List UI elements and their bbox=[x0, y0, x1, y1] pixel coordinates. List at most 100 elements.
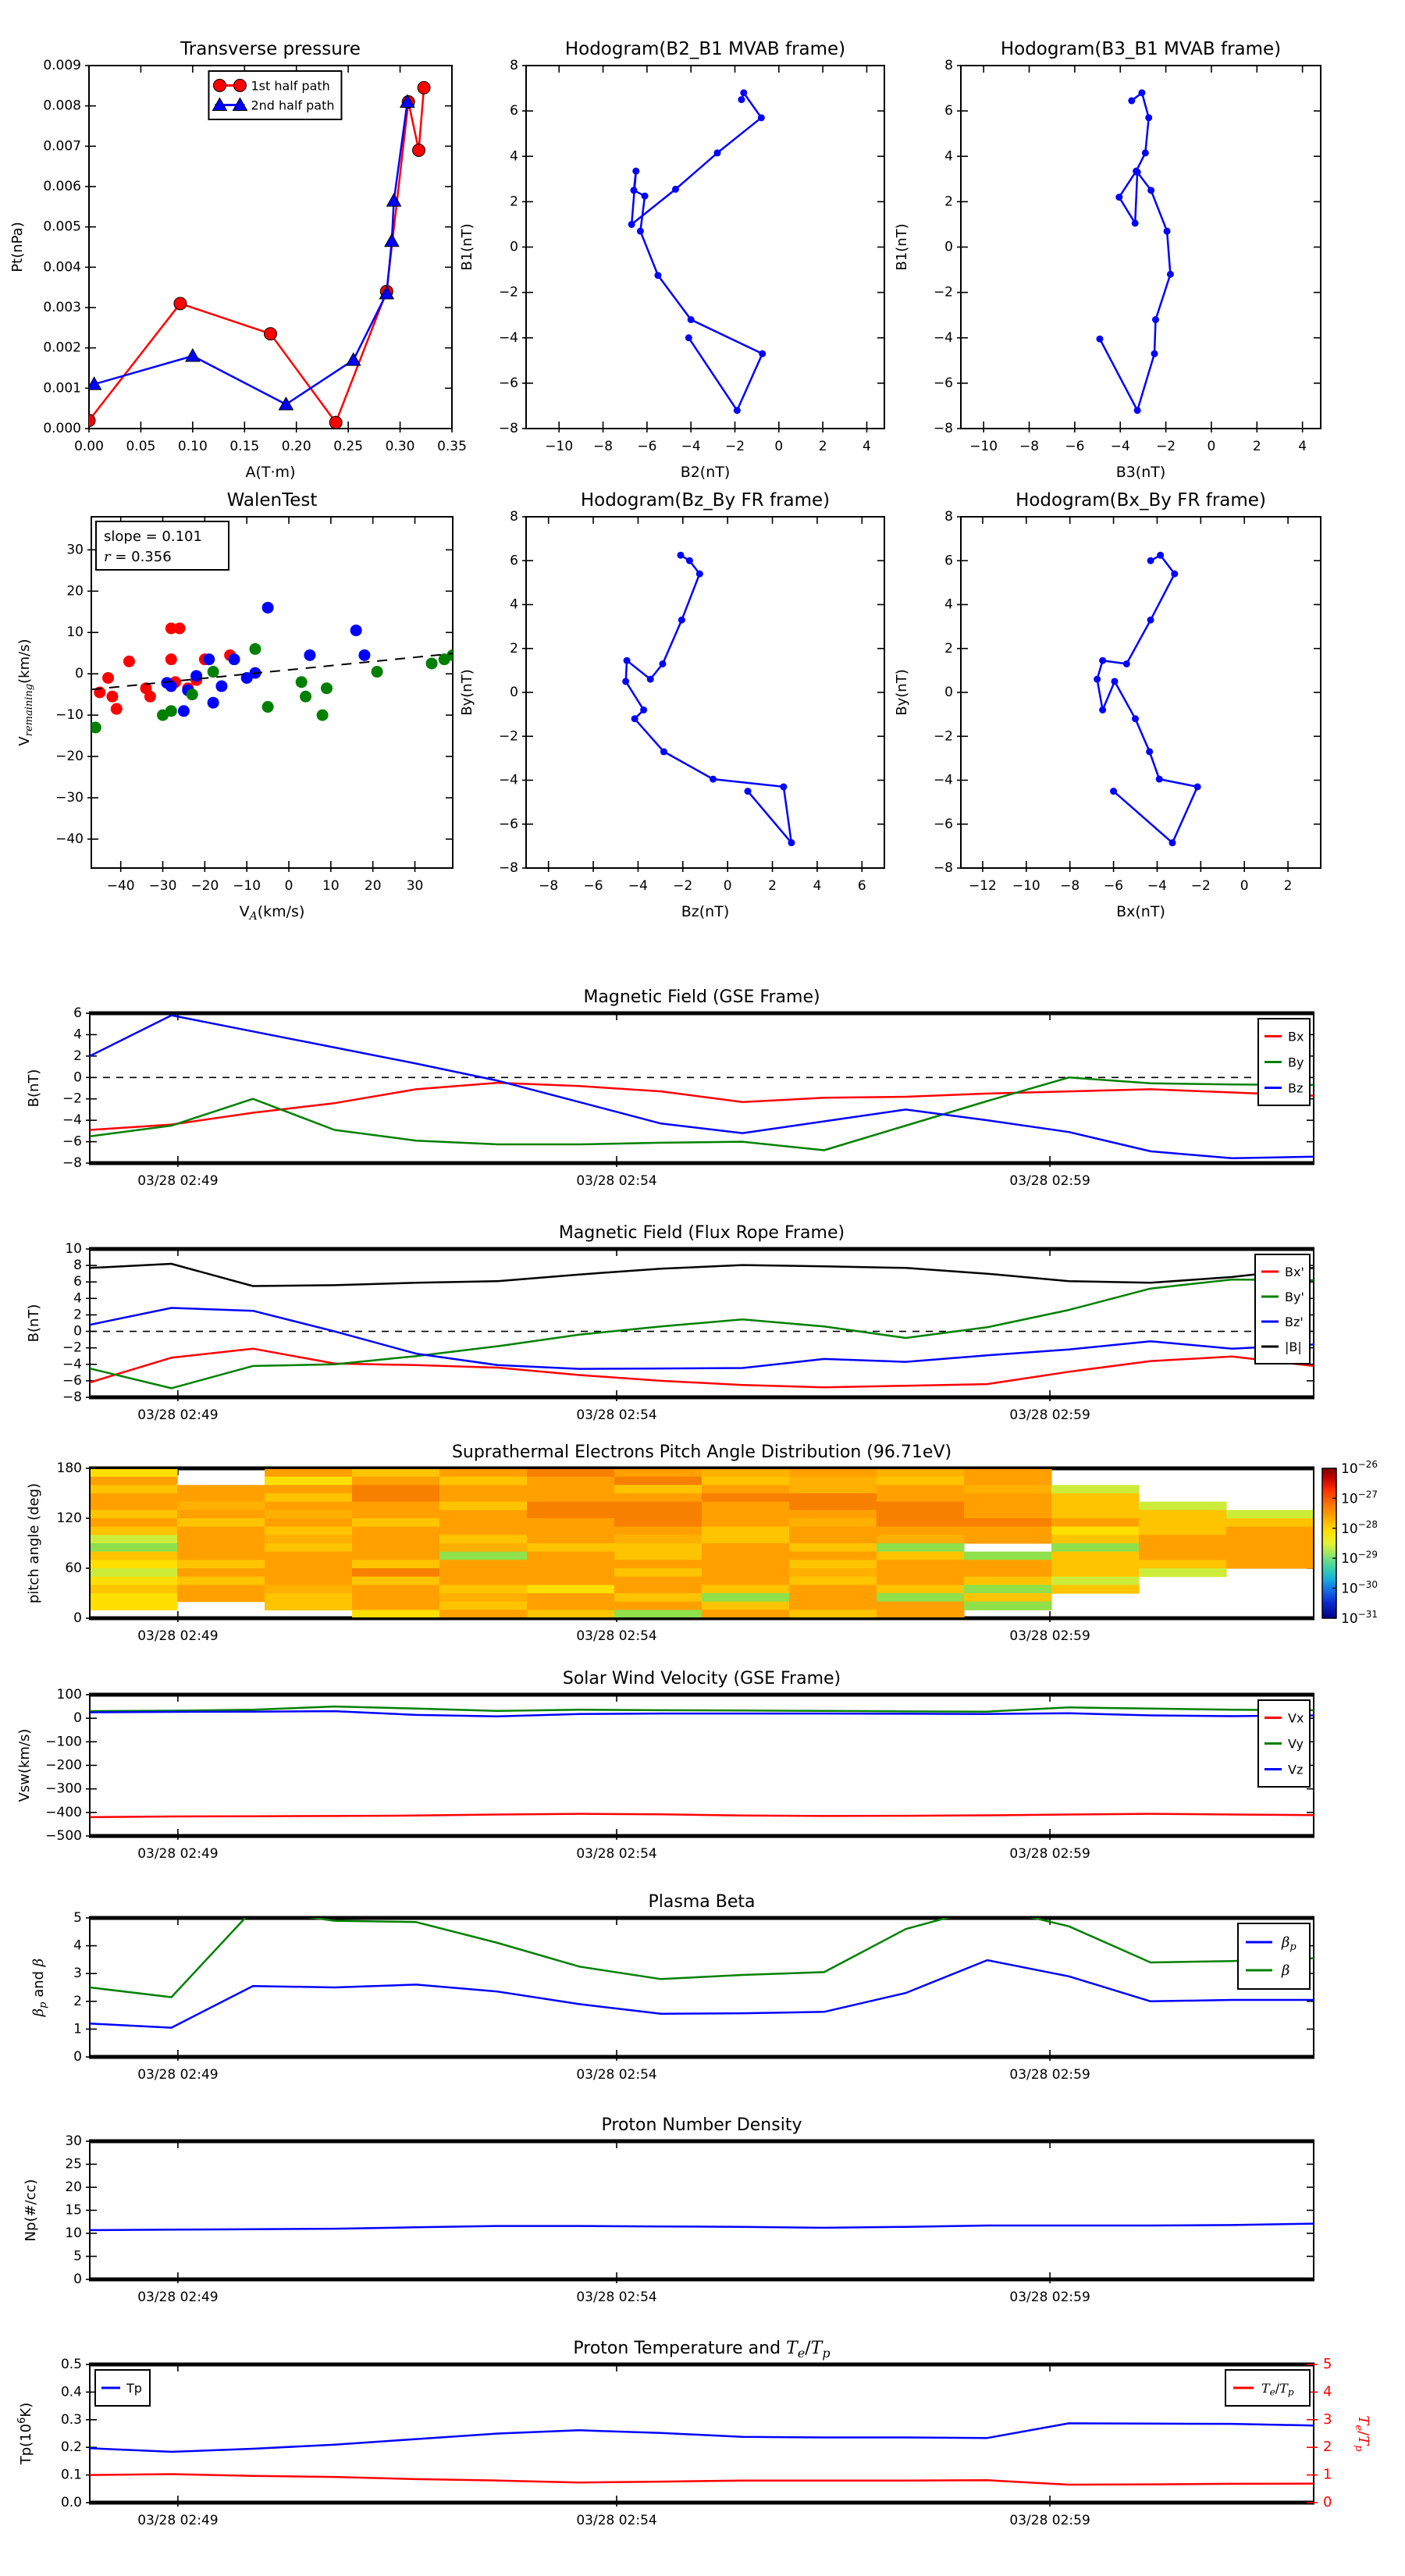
series-line bbox=[90, 2422, 1314, 2453]
panel-title: Hodogram(B3_B1 MVAB frame) bbox=[1001, 39, 1281, 59]
x-tick-label: 03/28 02:59 bbox=[1009, 1407, 1090, 1423]
label-part: Bx' bbox=[1285, 1265, 1304, 1279]
x-tick-label: 4 bbox=[1298, 439, 1307, 454]
label-part: 0 bbox=[774, 439, 783, 454]
y-axis-label: B1(nT) bbox=[459, 223, 475, 270]
scatter-point bbox=[165, 705, 177, 717]
label-part: 20 bbox=[365, 878, 382, 894]
heatmap-cell bbox=[352, 1468, 440, 1478]
panel-title: Transverse pressure bbox=[180, 39, 361, 59]
marker-dot bbox=[1133, 169, 1141, 176]
heatmap-cell bbox=[877, 1601, 965, 1610]
heatmap-cell bbox=[527, 1501, 615, 1510]
x-tick-label: 2 bbox=[768, 878, 777, 894]
x-tick-label: −2 bbox=[725, 439, 745, 454]
label-part: −4 bbox=[628, 878, 648, 894]
label-part: 0.10 bbox=[178, 439, 208, 454]
right-y-tick-label: 0 bbox=[1323, 2494, 1332, 2510]
label-part: A(T·m) bbox=[246, 464, 296, 481]
heatmap-cell bbox=[614, 1493, 702, 1503]
heatmap-cell bbox=[702, 1493, 790, 1503]
heatmap-cell bbox=[177, 1526, 265, 1535]
x-axis-label: B3(nT) bbox=[1116, 464, 1166, 481]
label-part: 4 bbox=[944, 597, 953, 613]
heatmap-cell bbox=[177, 1493, 265, 1503]
marker-dot bbox=[1147, 616, 1154, 624]
heatmap-cell bbox=[702, 1510, 790, 1519]
label-part: 03/28 02:59 bbox=[1009, 2290, 1090, 2305]
label-part: −200 bbox=[45, 1758, 82, 1774]
x-tick-label: 4 bbox=[863, 439, 871, 454]
label-part: −10 bbox=[969, 439, 998, 454]
y-tick-label: 8 bbox=[944, 58, 953, 73]
axes-border bbox=[89, 1468, 1314, 1619]
label-part: β bbox=[30, 2008, 47, 2017]
legend-label: By' bbox=[1285, 1290, 1304, 1304]
legend-label: βp bbox=[1281, 1934, 1297, 1953]
heatmap-cell bbox=[877, 1493, 965, 1503]
series-B2_B1 path bbox=[628, 89, 767, 415]
label-part: / bbox=[1275, 2381, 1280, 2396]
x-tick-label: 0 bbox=[285, 878, 293, 894]
series-line bbox=[90, 1347, 1314, 1389]
heatmap-cell bbox=[177, 1585, 265, 1594]
heatmap-cell bbox=[439, 1560, 528, 1569]
marker-dot bbox=[677, 551, 685, 559]
label-part: 03/28 02:59 bbox=[1009, 1628, 1090, 1644]
label-part: 6 bbox=[510, 553, 518, 568]
label-part: −400 bbox=[45, 1805, 82, 1820]
x-tick-label: 0 bbox=[1240, 878, 1249, 894]
heatmap-cell bbox=[702, 1476, 790, 1485]
legend-label: Bz' bbox=[1285, 1315, 1304, 1329]
heatmap-cell bbox=[527, 1551, 615, 1560]
heatmap-cell bbox=[527, 1601, 615, 1610]
y-tick-label: −8 bbox=[499, 421, 518, 436]
label-part: r bbox=[104, 549, 112, 565]
panel-walen-test: WalenTest −40 −30 −20 −10 0 10 20 30 −40 −30 −20 −10… bbox=[16, 490, 454, 923]
label-part: −6 bbox=[499, 375, 518, 391]
label-part: 0 bbox=[73, 1324, 82, 1340]
label-part: Hodogram(Bz_By FR frame) bbox=[581, 490, 830, 511]
label-part: 4 bbox=[73, 1026, 82, 1042]
x-tick-label: 0.10 bbox=[178, 439, 208, 454]
heatmap-cell bbox=[352, 1610, 440, 1618]
y-tick-label: −2 bbox=[62, 1091, 82, 1107]
x-tick-label: 03/28 02:49 bbox=[137, 2513, 218, 2528]
x-tick-label: −6 bbox=[1104, 878, 1123, 894]
heatmap-cell bbox=[527, 1493, 615, 1503]
right-y-tick-label: 3 bbox=[1323, 2411, 1332, 2428]
legend-label: |B| bbox=[1285, 1340, 1302, 1354]
heatmap-cell bbox=[527, 1535, 615, 1544]
label-part: 03/28 02:59 bbox=[1009, 2513, 1090, 2528]
label-part: Bx(nT) bbox=[1116, 903, 1165, 920]
series-line bbox=[90, 1710, 1314, 1718]
y-tick-label: 2 bbox=[944, 641, 953, 656]
heatmap-cell bbox=[527, 1576, 615, 1585]
heatmap-cell bbox=[702, 1501, 790, 1510]
y-tick-label: 4 bbox=[944, 597, 953, 613]
heatmap-cell bbox=[439, 1610, 528, 1618]
label-part: 4 bbox=[1323, 2383, 1332, 2400]
series-By' bbox=[90, 1278, 1314, 1389]
heatmap-cell bbox=[1226, 1551, 1314, 1560]
label-part: −10 bbox=[545, 439, 573, 454]
label-part: 0.000 bbox=[43, 421, 81, 436]
y-tick-label: 0.006 bbox=[43, 179, 81, 194]
series-line bbox=[90, 1081, 1314, 1131]
axes-border bbox=[89, 1917, 1314, 2058]
y-tick-label: 1 bbox=[73, 2021, 82, 2037]
series-line bbox=[90, 1262, 1314, 1287]
heatmap-cell bbox=[177, 1593, 265, 1603]
scatter-point bbox=[190, 670, 203, 682]
heatmap-cell bbox=[789, 1576, 877, 1585]
label-part: Suprathermal Electrons Pitch Angle Distr… bbox=[452, 1443, 951, 1462]
label-part: 10 bbox=[66, 624, 84, 640]
y-tick-label: 4 bbox=[73, 1026, 82, 1042]
scatter-point bbox=[165, 653, 177, 666]
y-tick-label: 4 bbox=[510, 597, 518, 613]
marker-triangle bbox=[89, 376, 102, 390]
label-part: −40 bbox=[55, 831, 84, 847]
legend-right: Te/Tp bbox=[1225, 2369, 1311, 2407]
heatmap-cell bbox=[614, 1468, 702, 1478]
label-part: 2 bbox=[1253, 439, 1261, 454]
